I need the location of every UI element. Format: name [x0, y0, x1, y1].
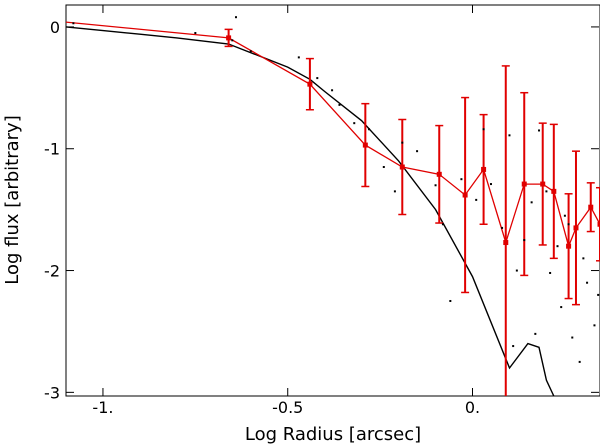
scatter-point	[194, 32, 197, 35]
binned-point	[540, 181, 546, 187]
scatter-point	[501, 226, 504, 229]
scatter-point	[416, 150, 419, 153]
chart-marks	[66, 16, 600, 396]
binned-point	[462, 192, 468, 198]
scatter-point	[549, 271, 552, 274]
scatter-point	[382, 166, 385, 169]
binned-point	[399, 164, 405, 170]
binned-profile-line	[66, 21, 600, 249]
y-tick-label: -2	[44, 262, 60, 281]
scatter-point	[393, 190, 396, 193]
scatter-point	[338, 103, 341, 106]
scatter-point	[530, 201, 533, 204]
scatter-point	[508, 134, 511, 137]
scatter-point	[534, 332, 537, 335]
scatter-point	[593, 324, 596, 327]
scatter-point	[582, 257, 585, 260]
scatter-point	[316, 77, 319, 80]
scatter-point	[297, 56, 300, 59]
x-tick-label: 0.	[465, 398, 480, 417]
scatter-point	[567, 223, 570, 226]
scatter-point	[249, 50, 252, 53]
binned-point	[436, 171, 442, 177]
scatter-point	[368, 128, 371, 131]
scatter-point	[331, 89, 334, 92]
plot-frame	[65, 4, 600, 397]
binned-point	[597, 221, 600, 227]
scatter-point	[560, 306, 563, 309]
scatter-point	[538, 129, 541, 132]
axes: -1. -0.5 0. 0 -1 -2 -3	[44, 5, 599, 417]
scatter-point	[545, 190, 548, 193]
binned-point	[521, 181, 527, 187]
model-profile-line	[66, 26, 555, 396]
scatter-point	[571, 336, 574, 339]
scatter-point	[353, 122, 356, 125]
y-axis-title: Log flux [arbitrary]	[2, 115, 23, 284]
scatter-point	[489, 183, 492, 186]
y-tick-label: -3	[44, 383, 60, 402]
binned-point	[566, 243, 572, 249]
x-axis-title: Log Radius [arcsec]	[245, 424, 421, 445]
scatter-point	[449, 299, 452, 302]
scatter-point	[401, 141, 404, 144]
scatter-point	[234, 16, 237, 19]
scatter-point	[515, 269, 518, 272]
binned-point	[226, 35, 232, 41]
x-tick-label: -1.	[92, 398, 113, 417]
binned-point	[503, 240, 509, 246]
scatter-point	[556, 245, 559, 248]
scatter-point	[482, 128, 485, 131]
scatter-point	[512, 345, 515, 348]
binned-point	[362, 142, 368, 148]
scatter-point	[441, 223, 444, 226]
scatter-point	[586, 281, 589, 284]
scatter-point	[563, 214, 566, 217]
scatter-point	[231, 39, 234, 42]
y-tick-label: -1	[44, 140, 60, 159]
scatter-point	[523, 239, 526, 242]
scatter-point	[72, 22, 75, 25]
binned-point	[573, 225, 579, 231]
x-tick-label: -0.5	[272, 398, 303, 417]
y-tick-label: 0	[50, 18, 60, 37]
binned-point	[307, 81, 313, 87]
scatter-point	[578, 360, 581, 363]
binned-point	[481, 166, 487, 172]
binned-point	[551, 188, 557, 194]
binned-point	[588, 204, 594, 210]
scatter-point	[460, 178, 463, 181]
scatter-point	[597, 293, 600, 296]
scatter-point	[475, 198, 478, 201]
scatter-point	[434, 184, 437, 187]
